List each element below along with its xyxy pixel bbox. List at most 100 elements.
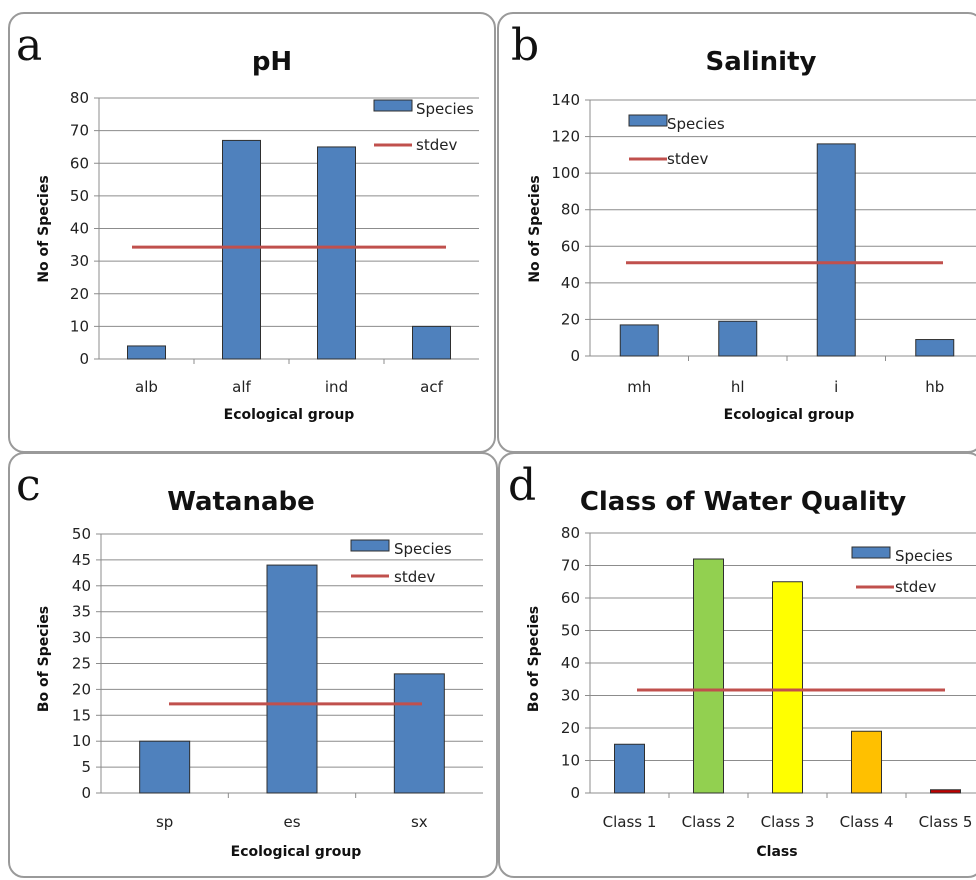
y-axis-label: No of Species: [527, 175, 543, 282]
x-axis-label: Ecological group: [724, 407, 855, 423]
bar-alb: [127, 345, 166, 360]
y-tick-label: 100: [551, 164, 580, 182]
chart-b: b Salinity 0 20 40 60 80 100 120 140 mh hl i hb Ecolog…: [511, 20, 976, 423]
bar-mh: [619, 324, 659, 357]
y-tick-label: 50: [561, 622, 580, 640]
y-tick-label: 40: [72, 577, 91, 595]
y-tick-label: 70: [561, 557, 580, 575]
x-tick-label: mh: [627, 378, 651, 396]
bar-hb: [915, 339, 955, 357]
panel-c: c Watanabe 0 5 10 15 20 25 30 35 40 45 50 sp es sx Ecolo…: [8, 452, 498, 878]
bar-i: [816, 143, 856, 357]
y-tick-label: 70: [70, 122, 89, 140]
legend-label-species: Species: [394, 540, 452, 558]
y-tick-label: 80: [70, 89, 89, 107]
panel-b: b Salinity 0 20 40 60 80 100 120 140 mh hl i hb Ecolog…: [497, 12, 976, 453]
y-tick-label: 25: [72, 655, 91, 673]
panel-letter: c: [16, 460, 41, 511]
legend-label-species: Species: [667, 115, 725, 133]
y-tick-label: 20: [561, 310, 580, 328]
legend-swatch-species: [851, 546, 891, 559]
x-tick-label: hl: [731, 378, 745, 396]
y-tick-label: 40: [561, 654, 580, 672]
legend-label-species: Species: [416, 100, 474, 118]
bar-hl: [718, 320, 758, 357]
y-tick-label: 20: [72, 680, 91, 698]
chart-a: a pH 0 10 20 30 40 50 60 70 80 alb alf ind acf Ecologic…: [16, 20, 479, 423]
y-tick-label: 10: [72, 732, 91, 750]
x-tick-label: Class 3: [761, 813, 815, 831]
chart-title: Salinity: [706, 47, 817, 77]
x-axis-label: Ecological group: [224, 407, 355, 423]
y-tick-label: 40: [70, 220, 89, 238]
y-tick-label: 40: [561, 274, 580, 292]
y-tick-label: 10: [561, 752, 580, 770]
legend-swatch-species: [373, 99, 413, 112]
panel-a: a pH 0 10 20 30 40 50 60 70 80 alb alf ind acf Ecologic…: [8, 12, 496, 453]
bar-class-4: [851, 730, 882, 794]
x-tick-label: sx: [411, 813, 428, 831]
chart-title: pH: [252, 47, 292, 77]
bar-ind: [317, 146, 356, 360]
chart-c: c Watanabe 0 5 10 15 20 25 30 35 40 45 50 sp es sx Ecolo…: [16, 460, 483, 860]
y-tick-label: 0: [570, 784, 580, 802]
y-tick-label: 5: [81, 758, 91, 776]
x-tick-label: es: [283, 813, 300, 831]
y-tick-label: 10: [70, 317, 89, 335]
bar-acf: [412, 325, 451, 360]
chart-d: d Class of Water Quality 0 10 20 30 40 50 60 70 80…: [508, 460, 976, 860]
x-tick-label: hb: [925, 378, 944, 396]
y-tick-label: 35: [72, 603, 91, 621]
y-tick-label: 20: [561, 719, 580, 737]
y-tick-label: 50: [70, 187, 89, 205]
y-tick-label: 30: [561, 687, 580, 705]
bar-class-3: [772, 581, 803, 794]
panel-letter: b: [511, 20, 539, 71]
x-tick-label: Class 5: [919, 813, 973, 831]
y-axis-label: Bo of Species: [36, 606, 52, 712]
y-tick-label: 0: [570, 347, 580, 365]
y-tick-label: 120: [551, 128, 580, 146]
y-axis-label: Bo of Species: [526, 606, 542, 712]
bar-sx: [393, 673, 445, 794]
y-tick-label: 30: [72, 629, 91, 647]
bar-sp: [139, 740, 191, 794]
legend-label-stdev: stdev: [394, 568, 435, 586]
chart-title: Class of Water Quality: [580, 487, 906, 517]
y-tick-label: 60: [561, 589, 580, 607]
y-tick-label: 50: [72, 525, 91, 543]
legend-label-stdev: stdev: [667, 150, 708, 168]
legend-label-species: Species: [895, 547, 953, 565]
x-tick-label: i: [834, 378, 838, 396]
bar-alf: [222, 139, 261, 360]
panel-letter: d: [508, 460, 536, 511]
legend-swatch-species: [350, 539, 390, 552]
legend-label-stdev: stdev: [895, 578, 936, 596]
bar-class-2: [693, 558, 724, 794]
y-tick-label: 30: [70, 252, 89, 270]
legend-swatch-species: [628, 114, 668, 127]
y-tick-label: 15: [72, 706, 91, 724]
y-tick-label: 0: [81, 784, 91, 802]
x-axis-label: Class: [756, 844, 797, 860]
legend-label-stdev: stdev: [416, 136, 457, 154]
y-tick-label: 60: [70, 154, 89, 172]
x-tick-label: sp: [156, 813, 173, 831]
x-tick-label: Class 1: [603, 813, 657, 831]
y-tick-label: 80: [561, 524, 580, 542]
y-tick-label: 0: [79, 350, 89, 368]
x-tick-label: ind: [325, 378, 348, 396]
bar-class-5: [930, 789, 961, 794]
x-tick-label: alf: [232, 378, 251, 396]
x-tick-label: Class 4: [840, 813, 894, 831]
x-tick-label: Class 2: [682, 813, 736, 831]
y-tick-label: 20: [70, 285, 89, 303]
panel-letter: a: [16, 20, 42, 71]
panel-d: d Class of Water Quality 0 10 20 30 40 50 60 70 80…: [498, 452, 976, 878]
y-tick-label: 45: [72, 551, 91, 569]
y-tick-label: 140: [551, 91, 580, 109]
y-tick-label: 60: [561, 237, 580, 255]
y-axis-label: No of Species: [36, 175, 52, 282]
x-axis-label: Ecological group: [231, 844, 362, 860]
chart-title: Watanabe: [167, 487, 315, 517]
